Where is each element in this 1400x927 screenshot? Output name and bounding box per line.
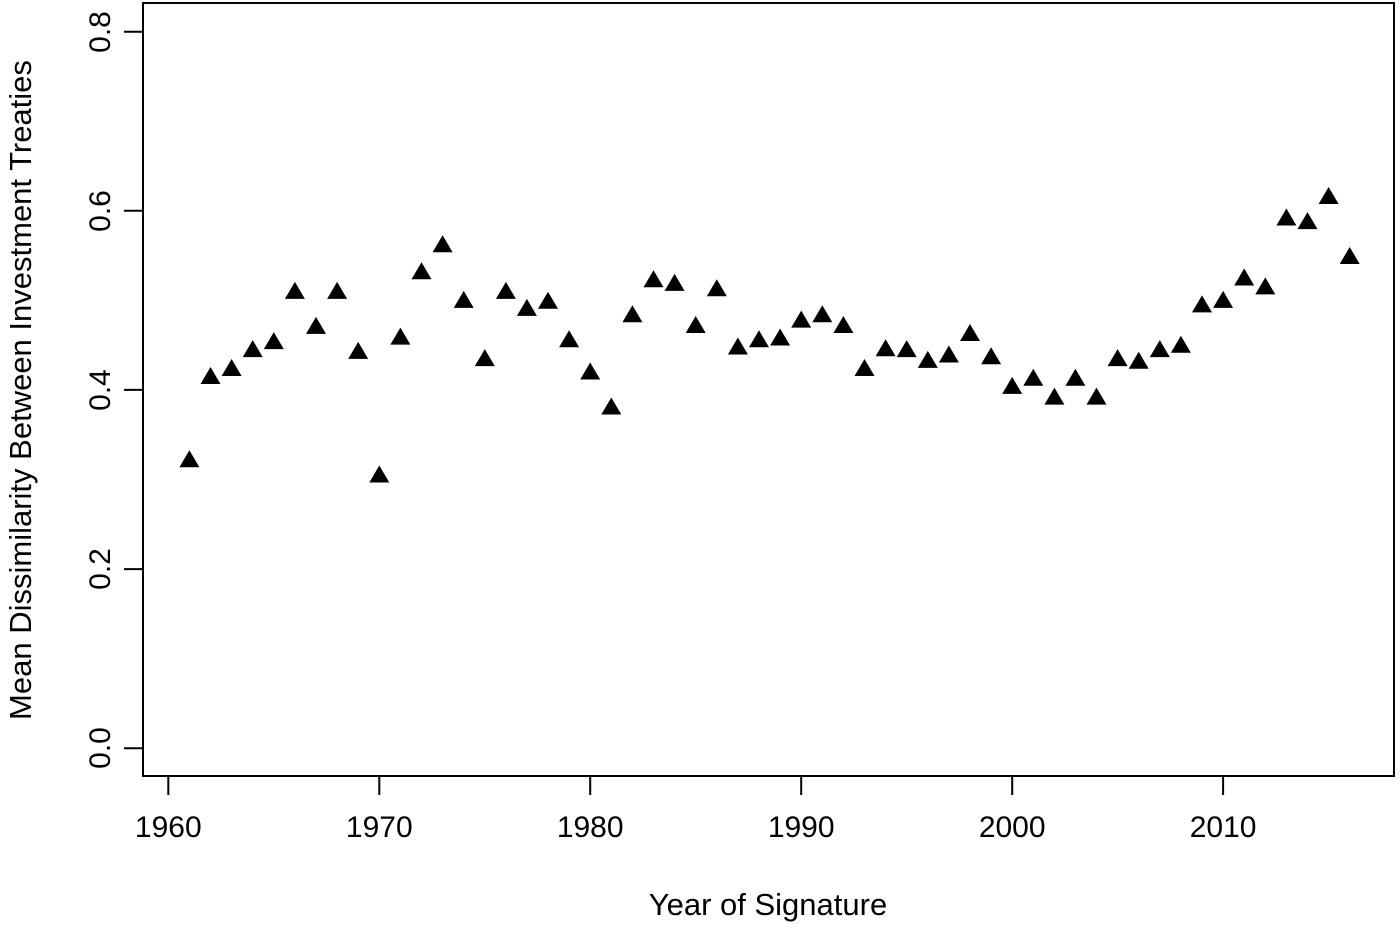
plot-border — [142, 2, 1395, 777]
data-point-triangle — [221, 359, 242, 376]
data-point-triangle — [622, 305, 643, 323]
x-tick-label: 2000 — [978, 811, 1046, 844]
y-tick-label: 0.8 — [84, 10, 117, 53]
data-point-triangle — [327, 281, 348, 299]
data-point-triangle — [1213, 290, 1234, 308]
data-point-triangle — [179, 450, 200, 468]
x-axis-title: Year of Signature — [648, 887, 888, 922]
x-tick-label: 1960 — [134, 811, 202, 844]
data-point-triangle — [981, 347, 1002, 365]
data-point-triangle — [1255, 277, 1276, 295]
y-tick-label: 0.2 — [84, 548, 117, 590]
y-tick-label: 0.4 — [84, 369, 117, 411]
data-point-triangle — [706, 279, 727, 297]
data-point-triangle — [1023, 368, 1044, 386]
y-tick-label: 0.6 — [84, 189, 117, 232]
data-point-triangle — [1234, 268, 1255, 286]
x-tick-label: 2010 — [1189, 811, 1257, 844]
data-point-triangle — [1297, 212, 1318, 230]
data-point-triangle — [1002, 376, 1023, 394]
data-point-triangle — [390, 327, 411, 345]
data-point-triangle — [369, 465, 390, 483]
data-point-triangle — [453, 290, 474, 308]
data-point-triangle — [854, 359, 875, 376]
data-point-triangle — [791, 310, 812, 328]
data-point-triangle — [875, 339, 896, 357]
data-point-triangle — [1339, 247, 1360, 264]
data-point-triangle — [580, 362, 601, 380]
data-point-triangle — [770, 328, 791, 346]
data-point-triangle — [200, 367, 221, 384]
data-point-triangle — [938, 345, 959, 363]
data-point-triangle — [685, 316, 706, 333]
data-point-triangle — [411, 262, 432, 280]
data-point-triangle — [812, 305, 833, 323]
data-point-triangle — [960, 324, 980, 341]
data-point-triangle — [284, 281, 305, 299]
x-tick-label: 1980 — [556, 811, 624, 844]
data-point-triangle — [516, 298, 537, 316]
data-point-triangle — [1107, 349, 1128, 367]
data-point-triangle — [495, 281, 516, 299]
data-point-triangle — [643, 270, 664, 288]
data-point-triangle — [1318, 187, 1339, 204]
data-point-triangle — [559, 330, 580, 348]
y-axis-title: Mean Dissimilarity Between Investment Tr… — [3, 60, 38, 720]
data-point-triangle — [306, 316, 326, 334]
x-tick-label: 1970 — [345, 811, 413, 844]
data-point-triangle — [1276, 208, 1297, 226]
data-point-triangle — [1086, 387, 1107, 405]
data-point-triangle — [538, 291, 558, 309]
y-tick-label: 0.0 — [84, 727, 117, 770]
data-point-triangle — [1149, 340, 1170, 358]
data-point-triangle — [749, 330, 769, 348]
data-point-triangle — [1044, 387, 1065, 405]
data-point-triangle — [1128, 351, 1149, 369]
data-point-triangle — [348, 341, 369, 359]
data-point-triangle — [263, 332, 284, 350]
data-point-triangle — [601, 397, 622, 415]
data-point-triangle — [664, 273, 685, 291]
data-point-triangle — [242, 340, 263, 358]
data-point-triangle — [727, 337, 748, 355]
data-point-triangle — [474, 349, 495, 367]
data-point-triangle — [833, 316, 854, 333]
x-tick-label: 1990 — [767, 811, 835, 844]
data-point-triangle — [1170, 335, 1191, 353]
data-point-triangle — [432, 235, 453, 253]
data-point-triangle — [917, 350, 938, 368]
data-point-triangle — [896, 340, 917, 358]
data-point-triangle — [1192, 295, 1212, 313]
data-point-triangle — [1065, 368, 1086, 386]
